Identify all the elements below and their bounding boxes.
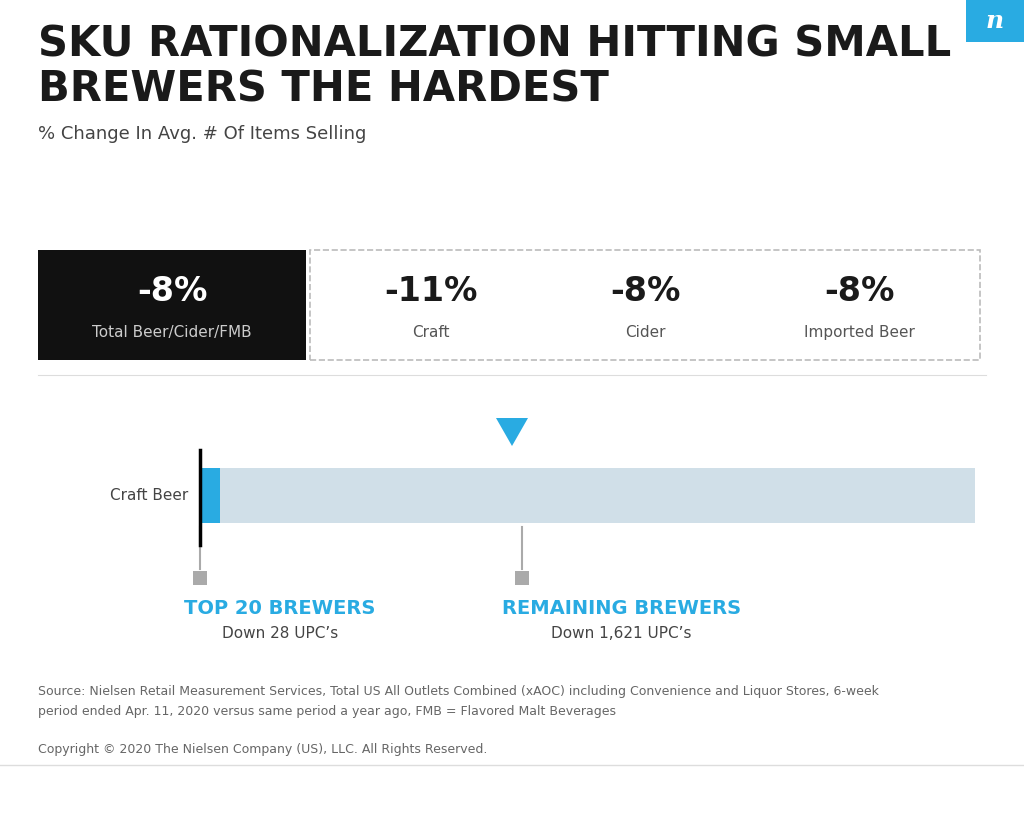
Text: Cider: Cider (625, 325, 666, 340)
Text: Down 1,621 UPC’s: Down 1,621 UPC’s (551, 626, 692, 641)
Text: Total Beer/Cider/FMB: Total Beer/Cider/FMB (92, 325, 252, 340)
FancyBboxPatch shape (193, 571, 207, 585)
Text: -8%: -8% (137, 275, 207, 308)
Text: -8%: -8% (824, 275, 895, 308)
Text: Craft Beer: Craft Beer (110, 488, 188, 503)
Text: -8%: -8% (610, 275, 680, 308)
FancyBboxPatch shape (38, 250, 306, 360)
FancyBboxPatch shape (515, 571, 528, 585)
Text: TOP 20 BREWERS: TOP 20 BREWERS (184, 598, 376, 617)
Text: n: n (986, 9, 1005, 33)
Text: -11%: -11% (384, 275, 477, 308)
Text: Craft: Craft (412, 325, 450, 340)
Text: Down 28 UPC’s: Down 28 UPC’s (222, 626, 338, 641)
Text: Source: Nielsen Retail Measurement Services, Total US All Outlets Combined (xAOC: Source: Nielsen Retail Measurement Servi… (38, 685, 879, 718)
FancyBboxPatch shape (966, 0, 1024, 42)
Text: Imported Beer: Imported Beer (804, 325, 914, 340)
Text: % Change In Avg. # Of Items Selling: % Change In Avg. # Of Items Selling (38, 125, 367, 143)
Text: Copyright © 2020 The Nielsen Company (US), LLC. All Rights Reserved.: Copyright © 2020 The Nielsen Company (US… (38, 743, 487, 756)
Text: SKU RATIONALIZATION HITTING SMALL: SKU RATIONALIZATION HITTING SMALL (38, 23, 951, 65)
Text: BREWERS THE HARDEST: BREWERS THE HARDEST (38, 68, 609, 110)
FancyBboxPatch shape (200, 468, 220, 523)
Text: REMAINING BREWERS: REMAINING BREWERS (502, 598, 741, 617)
Polygon shape (496, 418, 528, 446)
FancyBboxPatch shape (200, 468, 975, 523)
